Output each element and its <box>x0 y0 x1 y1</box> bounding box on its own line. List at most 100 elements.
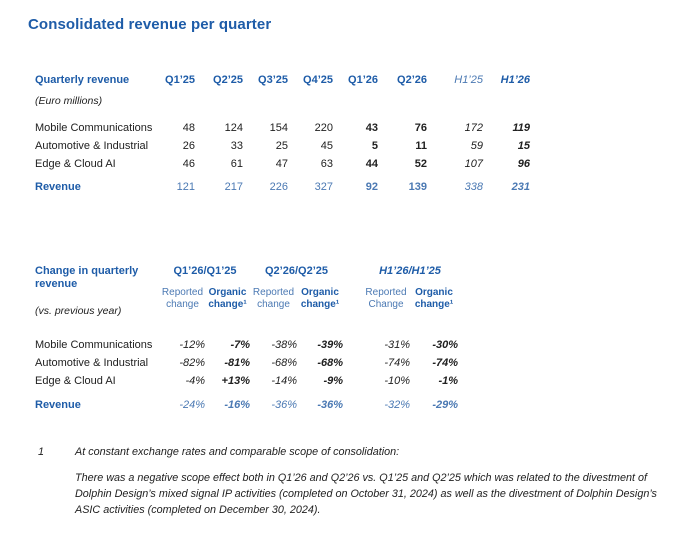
page-title: Consolidated revenue per quarter <box>28 16 272 33</box>
cell: 47 <box>275 158 288 170</box>
table1-body: Mobile Communications 48 124 154 220 43 … <box>35 119 530 173</box>
cell: -32% <box>384 399 410 411</box>
cell: 25 <box>275 140 288 152</box>
row-label: Automotive & Industrial <box>35 357 149 369</box>
cell: 63 <box>320 158 333 170</box>
cell: 15 <box>517 140 530 152</box>
sub-header-reported-3: Reported Change <box>365 287 407 310</box>
cell: 231 <box>511 181 530 193</box>
cell: -24% <box>179 399 205 411</box>
cell: 124 <box>224 122 243 134</box>
footnote: 1 At constant exchange rates and compara… <box>38 444 675 518</box>
total-label: Revenue <box>35 181 81 193</box>
col-header-h1-26: H1’26 <box>500 74 530 86</box>
cell: 338 <box>464 181 483 193</box>
table2-name-block: Change in quarterly revenue (vs. previou… <box>35 265 160 336</box>
col-header-q2-26: Q2’26 <box>397 74 427 86</box>
change-in-revenue-table: Change in quarterly revenue (vs. previou… <box>35 265 458 414</box>
quarterly-revenue-table: Quarterly revenue Q1’25 Q2’25 Q3’25 Q4’2… <box>35 74 530 196</box>
cell: -29% <box>432 399 458 411</box>
group-header-q1: Q1’26/Q1’25 <box>173 265 237 277</box>
sub-header-reported-2: Reported change <box>252 287 295 310</box>
sub-header-row: Reported change Organic change¹ Reported… <box>160 287 458 310</box>
cell: 26 <box>182 140 195 152</box>
cell: -14% <box>271 375 297 387</box>
sub-header-gap <box>343 287 362 310</box>
sub-header-reported-1: Reported change <box>161 287 204 310</box>
cell: 44 <box>365 158 378 170</box>
cell: +13% <box>221 375 250 387</box>
cell: 92 <box>365 181 378 193</box>
cell: 139 <box>408 181 427 193</box>
table2-body: Mobile Communications -12% -7% -38% -39%… <box>35 336 458 390</box>
row-label: Mobile Communications <box>35 122 153 134</box>
cell: -9% <box>323 375 343 387</box>
footnote-paragraph: There was a negative scope effect both i… <box>75 472 657 516</box>
cell: -36% <box>317 399 343 411</box>
table2-header: Change in quarterly revenue (vs. previou… <box>35 265 458 336</box>
cell: -1% <box>438 375 458 387</box>
table-row: Automotive & Industrial 26 33 25 45 5 11… <box>35 137 530 155</box>
cell: 43 <box>365 122 378 134</box>
row-label: Mobile Communications <box>35 339 153 351</box>
cell: -30% <box>432 339 458 351</box>
table2-column-headers: Q1’26/Q1’25 Q2’26/Q2’25 H1’26/H1’25 Repo… <box>160 265 458 336</box>
cell: 96 <box>517 158 530 170</box>
cell: -74% <box>432 357 458 369</box>
sub-header-organic-2: Organic change¹ <box>300 287 340 310</box>
row-label: Edge & Cloud AI <box>35 158 116 170</box>
revenue-change-total-row: Revenue -24% -16% -36% -36% -32% -29% <box>35 396 458 414</box>
cell: 107 <box>464 158 483 170</box>
col-header-q3-25: Q3’25 <box>258 74 288 86</box>
col-header-q2-25: Q2’25 <box>213 74 243 86</box>
cell: 11 <box>415 140 427 152</box>
cell: -74% <box>384 357 410 369</box>
cell: -82% <box>179 357 205 369</box>
cell: 5 <box>371 140 378 152</box>
cell: -68% <box>271 357 297 369</box>
group-header-row: Q1’26/Q1’25 Q2’26/Q2’25 H1’26/H1’25 <box>160 265 458 278</box>
cell: -12% <box>179 339 205 351</box>
group-header-h1: H1’26/H1’25 <box>379 265 441 277</box>
footnote-marker: 1 <box>38 446 45 458</box>
cell: 52 <box>414 158 427 170</box>
revenue-total-row: Revenue 121 217 226 327 92 139 338 231 <box>35 178 530 196</box>
table-row: Edge & Cloud AI -4% +13% -14% -9% -10% -… <box>35 372 458 390</box>
table2-unit-note: (vs. previous year) <box>35 305 122 317</box>
cell: -10% <box>384 375 410 387</box>
cell: -68% <box>317 357 343 369</box>
group-header-q2: Q2’26/Q2’25 <box>265 265 328 277</box>
total-label: Revenue <box>35 399 81 411</box>
cell: 59 <box>470 140 483 152</box>
table1-title: Quarterly revenue <box>35 74 130 86</box>
cell: 220 <box>314 122 333 134</box>
cell: 121 <box>176 181 195 193</box>
cell: 217 <box>224 181 243 193</box>
cell: 76 <box>414 122 427 134</box>
cell: -16% <box>224 399 250 411</box>
sub-header-organic-1: Organic change¹ <box>208 287 247 310</box>
row-label: Edge & Cloud AI <box>35 375 116 387</box>
cell: 119 <box>512 122 530 134</box>
cell: 172 <box>464 122 483 134</box>
cell: -81% <box>224 357 250 369</box>
footnote-intro: At constant exchange rates and comparabl… <box>75 446 400 458</box>
table-row: Mobile Communications -12% -7% -38% -39%… <box>35 336 458 354</box>
cell: 33 <box>230 140 243 152</box>
table-row: Mobile Communications 48 124 154 220 43 … <box>35 119 530 137</box>
table-row: Automotive & Industrial -82% -81% -68% -… <box>35 354 458 372</box>
quarterly-revenue-header-row: Quarterly revenue Q1’25 Q2’25 Q3’25 Q4’2… <box>35 74 530 86</box>
cell: -4% <box>185 375 205 387</box>
table-row: Edge & Cloud AI 46 61 47 63 44 52 107 96 <box>35 155 530 173</box>
cell: 48 <box>182 122 195 134</box>
cell: -36% <box>271 399 297 411</box>
cell: 327 <box>314 181 333 193</box>
cell: 154 <box>269 122 288 134</box>
row-label: Automotive & Industrial <box>35 140 149 152</box>
col-header-q1-26: Q1’26 <box>348 74 378 86</box>
col-header-q4-25: Q4’25 <box>303 74 333 86</box>
cell: -39% <box>317 339 343 351</box>
col-header-h1-25: H1’25 <box>454 74 483 86</box>
sub-header-organic-3: Organic change¹ <box>414 287 454 310</box>
cell: 46 <box>182 158 195 170</box>
